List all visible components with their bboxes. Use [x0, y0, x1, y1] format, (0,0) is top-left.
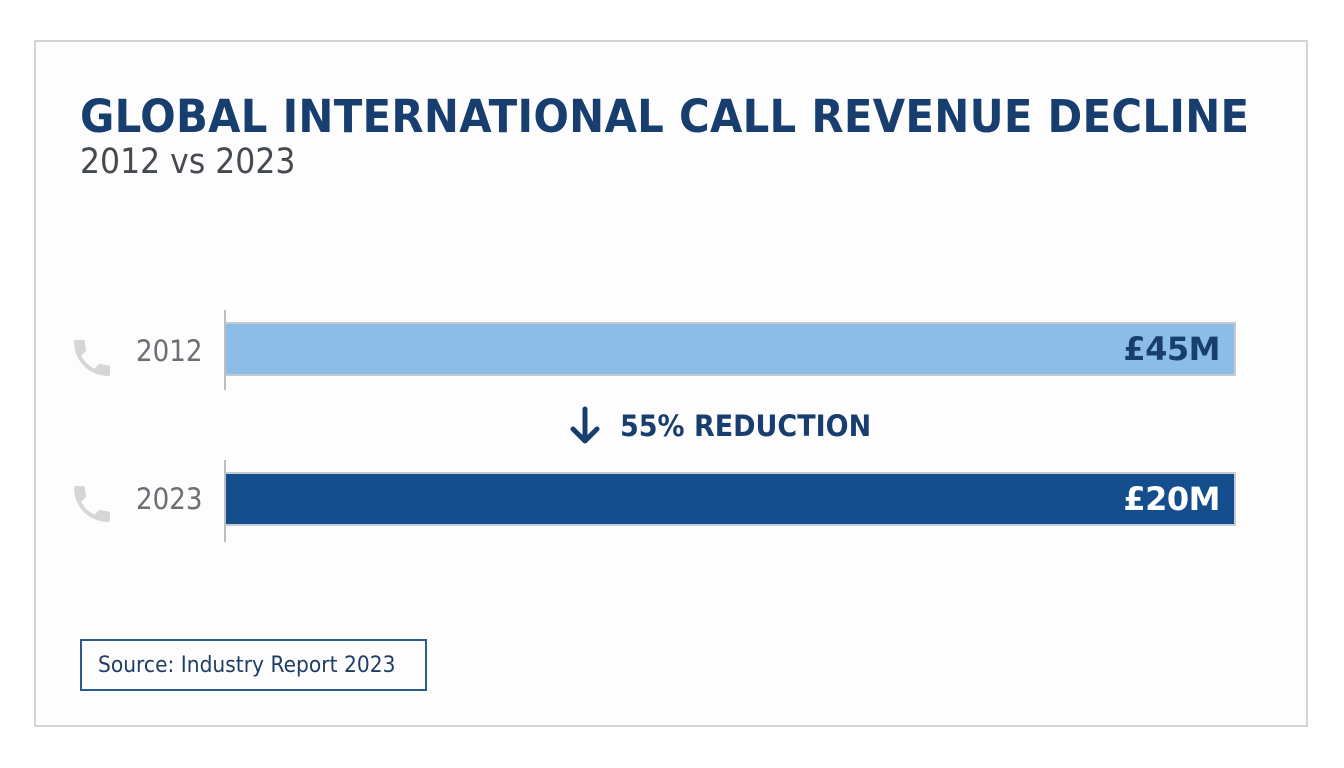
- year-label: 2023: [136, 482, 203, 516]
- bar-2012: £45M: [226, 322, 1236, 376]
- bar-value-label: £20M: [1123, 480, 1220, 518]
- reduction-label: 55% REDUCTION: [620, 409, 872, 443]
- chart-title: GLOBAL INTERNATIONAL CALL REVENUE DECLIN…: [80, 90, 1250, 143]
- phone-icon: [74, 486, 110, 522]
- bar-2023: £20M: [226, 472, 1236, 526]
- chart-subtitle: 2012 vs 2023: [80, 142, 296, 182]
- bar-row-2012: 2012 £45M: [0, 310, 1344, 390]
- year-label: 2012: [136, 334, 203, 368]
- bar-value-label: £45M: [1123, 330, 1220, 368]
- chart-frame: [34, 40, 1308, 727]
- axis-tick: [224, 310, 226, 390]
- reduction-annotation: 55% REDUCTION: [568, 406, 890, 446]
- bar-row-2023: 2023 £20M: [0, 460, 1344, 542]
- axis-tick: [224, 460, 226, 542]
- phone-icon: [74, 340, 110, 376]
- source-label: Source: Industry Report 2023: [98, 652, 396, 678]
- arrow-down-icon: [570, 406, 600, 444]
- source-box: Source: Industry Report 2023: [80, 639, 427, 691]
